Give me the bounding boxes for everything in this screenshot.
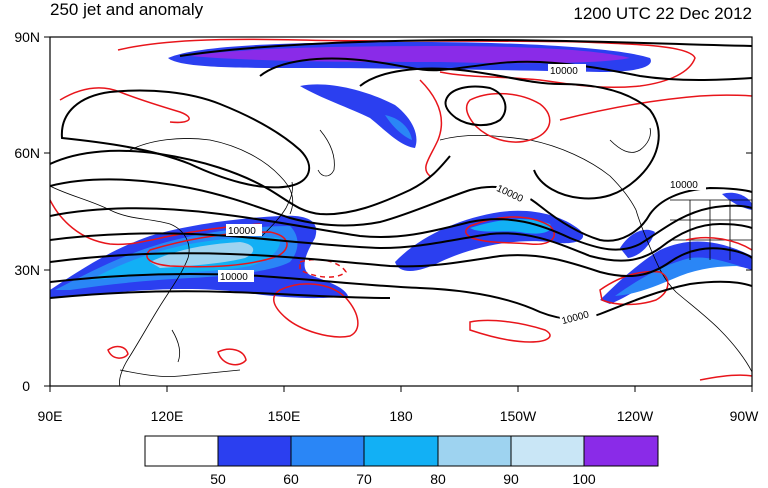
chart-title: 250 jet and anomaly [50, 0, 204, 19]
height-contour-4 [444, 85, 507, 126]
lon-label-180: 180 [389, 408, 413, 424]
height-label-5: 10000 [220, 272, 248, 283]
lon-label-120e: 120E [151, 408, 184, 424]
height-contour-2 [259, 57, 752, 81]
lat-label-90n: 90N [14, 29, 40, 45]
height-contour-7 [50, 178, 752, 242]
coast-indonesia [119, 369, 241, 377]
lon-label-150w: 150W [500, 408, 537, 424]
coast-kamchatka [317, 129, 335, 177]
anomaly-contour-4 [465, 92, 551, 143]
lon-label-90w: 90W [730, 408, 760, 424]
anomaly-contour-10 [469, 319, 551, 343]
colorbar-box-80-90 [437, 435, 512, 467]
anomaly-contour-2 [59, 87, 190, 124]
coast-asia [50, 185, 190, 386]
colorbar-box-90-100 [510, 435, 585, 467]
height-label-4: 10000 [228, 226, 256, 237]
colorbar-box-below-50 [144, 435, 219, 467]
height-contour-3 [359, 67, 660, 200]
jet-alaska-patch [620, 229, 655, 258]
colorbar-label-50: 50 [210, 471, 226, 487]
jet-subtropical-80 [150, 242, 254, 268]
jet-siberian-inner [385, 115, 412, 140]
map-background [50, 37, 752, 386]
anomaly-contour-15 [699, 374, 752, 381]
height-label-3: 10000 [670, 180, 698, 191]
anomaly-contour-12 [685, 236, 752, 251]
colorbar-box-50-60 [217, 435, 292, 467]
anomaly-contour-5 [559, 94, 752, 121]
colorbar-box-60-70 [290, 435, 365, 467]
coast-asia-north [129, 138, 294, 215]
latitude-ticks [44, 36, 752, 387]
height-contour-1 [179, 38, 752, 57]
height-label-1: 10000 [550, 66, 578, 77]
height-contour-5 [60, 89, 311, 189]
lon-label-90e: 90E [38, 408, 63, 424]
height-contour-8 [50, 204, 752, 251]
coast-hudson [609, 127, 651, 153]
colorbar-label-70: 70 [356, 471, 372, 487]
colorbar-label-80: 80 [430, 471, 446, 487]
jet-polar-core [190, 46, 630, 64]
colorbar [144, 435, 659, 467]
lat-label-30n: 30N [14, 262, 40, 278]
colorbar-label-60: 60 [283, 471, 299, 487]
lon-label-120w: 120W [617, 408, 654, 424]
colorbar-box-70-80 [363, 435, 439, 467]
anomaly-contour-13 [107, 345, 129, 359]
anomaly-contour-9 [465, 216, 555, 245]
anomaly-contour-14 [217, 348, 247, 366]
colorbar-label-100: 100 [572, 471, 596, 487]
lat-label-60n: 60N [14, 145, 40, 161]
map-content: 10000 10000 10000 10000 10000 10000 [50, 38, 752, 386]
lat-label-equator: 0 [22, 378, 30, 394]
height-contour-10 [50, 247, 752, 278]
lon-label-150e: 150E [268, 408, 301, 424]
valid-time-label: 1200 UTC 22 Dec 2012 [573, 4, 752, 23]
anomaly-contour-8 [273, 283, 359, 338]
anomaly-contour-6 [50, 199, 261, 246]
longitude-ticks [49, 386, 753, 392]
colorbar-box-above-100 [583, 435, 659, 467]
colorbar-label-90: 90 [503, 471, 519, 487]
jet-siberian [300, 84, 417, 148]
anomaly-contour-3 [419, 79, 443, 177]
height-contour-6 [50, 149, 451, 216]
coast-japan [261, 181, 293, 237]
anomaly-contour-1 [117, 38, 696, 89]
height-contour-12 [50, 290, 391, 299]
coast-philippines [171, 329, 180, 363]
jet-north-america-inner [615, 257, 740, 296]
